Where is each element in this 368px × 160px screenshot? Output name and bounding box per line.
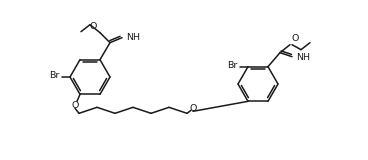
Text: NH: NH (296, 53, 310, 62)
Text: O: O (292, 34, 300, 43)
Text: O: O (71, 101, 79, 110)
Text: Br: Br (50, 72, 60, 80)
Text: O: O (189, 104, 197, 113)
Text: NH: NH (126, 33, 140, 42)
Text: Br: Br (228, 61, 238, 70)
Text: O: O (90, 22, 97, 31)
